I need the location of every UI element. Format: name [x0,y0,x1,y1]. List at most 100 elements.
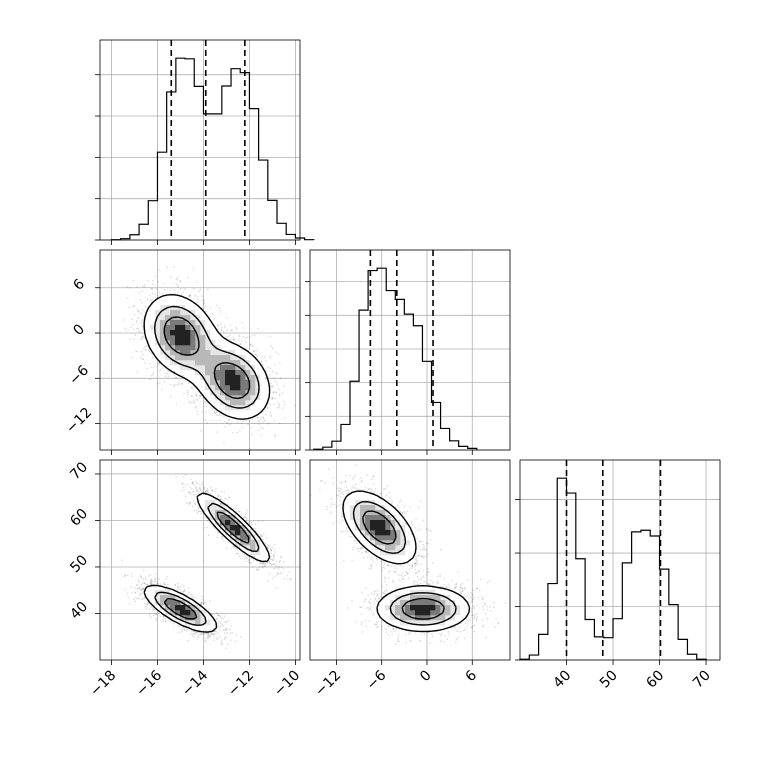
scatter-point [213,317,216,320]
density-cell [265,395,271,401]
density-cell [160,355,166,361]
scatter-point [196,410,198,412]
scatter-point [149,578,152,581]
density-cell [160,360,166,366]
scatter-point [225,422,228,424]
density-cell [165,295,171,301]
density-cell [150,335,156,341]
scatter-point [270,385,272,388]
scatter-point [130,326,133,329]
density-cell [255,365,261,371]
scatter-point [189,295,191,297]
scatter-point [144,305,147,308]
scatter-point [170,395,172,398]
density-cell [185,320,191,326]
scatter-point [141,285,144,288]
scatter-point [146,298,149,301]
scatter-point [222,618,225,621]
contour-line [154,305,260,409]
density-cell [175,305,181,311]
y-tick-label: −6 [66,362,92,388]
density-cell [175,320,181,326]
scatter-point [219,312,222,315]
scatter-point [205,632,208,635]
scatter-point [223,615,226,617]
scatter-point [216,638,219,641]
scatter-point [154,573,157,575]
density-cell [225,370,231,376]
scatter-point [137,310,140,313]
scatter-point [232,431,234,434]
density-cell [155,335,161,341]
scatter-point [145,605,148,608]
density-cell [215,400,221,406]
density-cell [180,330,186,336]
scatter-point [253,350,256,352]
scatter-point [215,304,218,307]
scatter-point [176,284,179,286]
scatter-point [221,623,223,626]
density-cell [245,370,251,376]
density-cell [145,330,151,336]
scatter-point [279,377,282,380]
scatter-point [129,286,132,289]
y-tick-label: −12 [63,405,95,437]
density-cell [220,375,226,381]
density-cell [195,385,201,391]
scatter-point [249,344,252,347]
scatter-point [265,370,268,372]
scatter-point [225,621,227,623]
scatter-point [212,407,214,410]
density-cell [190,375,196,381]
density-cell [170,355,176,361]
scatter-point [132,338,135,341]
scatter-point [224,326,226,329]
scatter-point [275,351,277,353]
scatter-point [141,358,144,360]
density-cell [180,360,186,366]
panel-hist-x [95,39,315,245]
scatter-point [278,393,281,396]
scatter-point [155,618,158,621]
scatter-point [223,441,225,444]
density-cell [225,375,231,381]
density-cell [155,350,161,356]
scatter-point [261,363,264,366]
scatter-point [203,632,205,635]
scatter-point [159,583,162,585]
density-cell [160,315,166,321]
scatter-point [272,390,275,393]
density-cell [220,410,226,416]
scatter-point [273,403,275,406]
density-cell [150,325,156,331]
scatter-point [164,372,167,375]
scatter-point [278,406,281,409]
scatter-point [152,373,154,376]
density-cell [215,370,221,376]
scatter-point [183,590,186,593]
density-cell [245,405,251,411]
density-cell [190,360,196,366]
density-cell [235,410,241,416]
density-cell [200,360,206,366]
panel-frame [99,249,301,451]
scatter-point [262,417,265,420]
density-cell [180,320,186,326]
scatter-point [223,420,226,423]
scatter-point [173,384,176,386]
density-cell [170,340,176,346]
scatter-point [261,421,264,424]
scatter-point [220,639,223,642]
scatter-point [213,411,216,413]
density-cell [225,365,231,371]
panel-frame [309,249,511,451]
density-cell [210,355,216,361]
scatter-point [184,380,187,382]
scatter-point [136,327,139,330]
scatter-point [150,581,153,584]
scatter-point [282,407,284,409]
density-cell [195,345,201,351]
scatter-point [236,431,238,434]
scatter-point [148,349,150,352]
scatter-point [227,419,230,422]
